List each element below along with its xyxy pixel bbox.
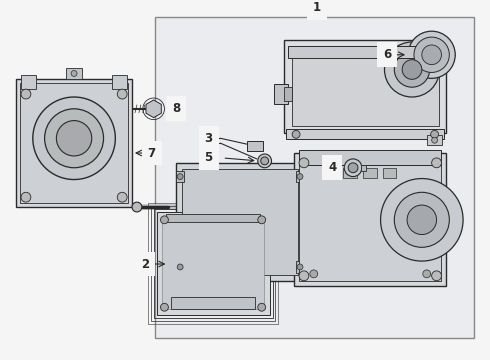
Text: 4: 4	[328, 161, 337, 174]
Circle shape	[258, 154, 271, 168]
Bar	[296, 261, 304, 273]
Circle shape	[402, 60, 422, 79]
Bar	[361, 165, 366, 171]
Circle shape	[71, 71, 77, 76]
Circle shape	[161, 303, 169, 311]
Text: 8: 8	[172, 102, 180, 115]
Bar	[288, 46, 442, 58]
Bar	[16, 79, 132, 207]
Bar	[182, 169, 298, 275]
Bar	[172, 297, 255, 309]
Circle shape	[432, 158, 441, 168]
Bar	[176, 171, 184, 183]
Bar	[157, 212, 270, 315]
Bar	[176, 163, 304, 281]
Bar	[154, 209, 272, 318]
Circle shape	[297, 174, 303, 180]
Circle shape	[423, 270, 431, 278]
Circle shape	[348, 163, 358, 173]
Bar	[284, 87, 292, 101]
Bar	[299, 158, 441, 281]
Circle shape	[132, 202, 142, 212]
Bar	[176, 261, 184, 273]
Bar	[151, 206, 275, 321]
Circle shape	[432, 137, 438, 143]
Bar	[286, 130, 444, 139]
Circle shape	[381, 179, 463, 261]
Circle shape	[21, 89, 31, 99]
Circle shape	[394, 52, 430, 87]
Circle shape	[45, 109, 103, 168]
Circle shape	[414, 37, 449, 72]
Text: 2: 2	[141, 257, 149, 270]
Circle shape	[177, 174, 183, 180]
Bar	[363, 168, 377, 177]
Circle shape	[56, 121, 92, 156]
Bar	[66, 68, 82, 79]
Circle shape	[407, 205, 437, 235]
Bar	[167, 214, 260, 222]
Circle shape	[431, 130, 439, 138]
Circle shape	[261, 157, 269, 165]
Circle shape	[258, 303, 266, 311]
Bar	[148, 203, 278, 324]
Bar	[247, 141, 263, 151]
Circle shape	[33, 97, 115, 180]
Text: 5: 5	[204, 152, 213, 165]
Circle shape	[117, 192, 127, 202]
Bar	[323, 168, 337, 177]
Bar	[292, 48, 439, 126]
Circle shape	[385, 42, 440, 97]
Bar	[383, 168, 396, 177]
Polygon shape	[146, 100, 161, 118]
Text: 6: 6	[383, 48, 392, 61]
Circle shape	[310, 270, 318, 278]
Circle shape	[258, 216, 266, 224]
Circle shape	[292, 130, 300, 138]
Text: 3: 3	[205, 132, 213, 145]
Bar	[427, 135, 442, 145]
Circle shape	[21, 192, 31, 202]
Circle shape	[117, 89, 127, 99]
Circle shape	[161, 216, 169, 224]
Bar	[155, 17, 474, 338]
Bar	[163, 218, 264, 309]
Circle shape	[177, 264, 183, 270]
Circle shape	[394, 192, 449, 247]
Bar	[21, 75, 36, 89]
Bar	[296, 171, 304, 183]
Circle shape	[408, 31, 455, 78]
Text: 7: 7	[147, 147, 156, 159]
Circle shape	[297, 264, 303, 270]
Bar	[294, 153, 446, 285]
Bar	[112, 75, 127, 89]
Text: 1: 1	[313, 1, 321, 14]
Circle shape	[299, 158, 309, 168]
Bar	[299, 150, 441, 165]
Bar	[343, 168, 357, 177]
Circle shape	[344, 159, 362, 177]
Circle shape	[422, 45, 441, 64]
Bar	[284, 40, 446, 133]
Bar	[20, 83, 128, 203]
Bar	[274, 84, 288, 104]
Circle shape	[299, 271, 309, 281]
Circle shape	[432, 271, 441, 281]
